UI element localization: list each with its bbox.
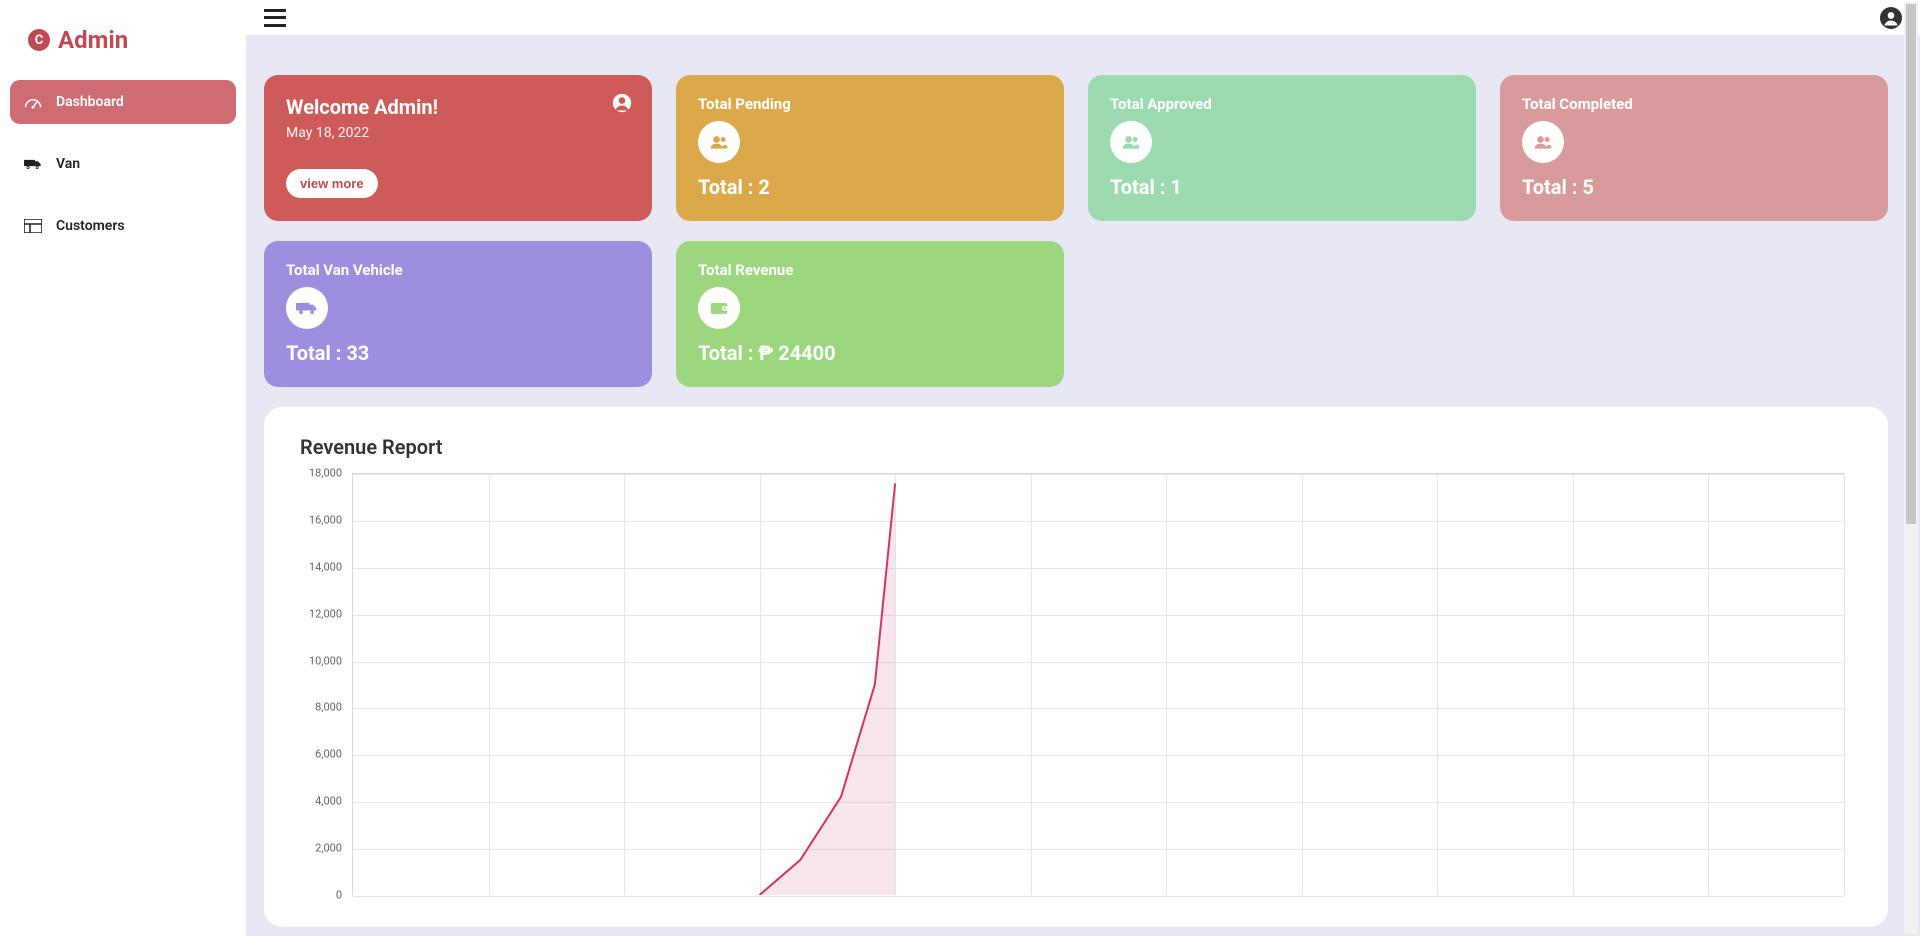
card-total: Total : 33 (286, 341, 630, 365)
chart-y-tick-label: 16,000 (309, 513, 342, 526)
chart-y-tick-label: 18,000 (309, 467, 342, 480)
stat-card-revenue: Total Revenue Total : ₱ 24400 (676, 241, 1064, 387)
sidebar: C Admin Dashboard Van Customers (0, 0, 246, 936)
dashboard-icon (24, 95, 42, 109)
chart-gridline-h (353, 896, 1844, 897)
sidebar-item-customers[interactable]: Customers (10, 204, 236, 248)
content-area: Welcome Admin! May 18, 2022 view more To… (246, 35, 1920, 936)
welcome-date: May 18, 2022 (286, 125, 630, 141)
chart-plot-area: 18,000 16,000 14,000 12,000 10,000 8,000 6,000… (300, 465, 1852, 895)
chart-y-tick-label: 6,000 (315, 748, 342, 761)
scrollbar-track[interactable] (1904, 2, 1918, 934)
card-total: Total : ₱ 24400 (698, 341, 1042, 365)
chart-title: Revenue Report (300, 435, 1852, 459)
stat-cards-row-1: Welcome Admin! May 18, 2022 view more To… (264, 75, 1888, 221)
scrollbar-thumb[interactable] (1906, 4, 1916, 524)
van-icon (286, 287, 328, 329)
wallet-icon (698, 287, 740, 329)
chart-y-tick-label: 0 (336, 889, 342, 902)
card-total: Total : 2 (698, 175, 1042, 199)
stat-card-van: Total Van Vehicle Total : 33 (264, 241, 652, 387)
sidebar-item-label: Dashboard (56, 94, 124, 110)
stat-cards-row-2: Total Van Vehicle Total : 33 Total Reven… (264, 241, 1888, 387)
view-more-button[interactable]: view more (286, 169, 378, 198)
sidebar-item-dashboard[interactable]: Dashboard (10, 80, 236, 124)
card-total: Total : 5 (1522, 175, 1866, 199)
chart-plot (352, 473, 1844, 895)
sidebar-item-label: Van (56, 156, 80, 172)
chart-y-axis-labels: 18,000 16,000 14,000 12,000 10,000 8,000 6,000… (300, 465, 348, 895)
stat-card-pending: Total Pending Total : 2 (676, 75, 1064, 221)
stat-card-completed: Total Completed Total : 5 (1500, 75, 1888, 221)
chart-line-svg (353, 474, 1844, 895)
chart-y-tick-label: 4,000 (315, 795, 342, 808)
welcome-card: Welcome Admin! May 18, 2022 view more (264, 75, 652, 221)
table-icon (24, 219, 42, 233)
sidebar-item-label: Customers (56, 218, 125, 234)
user-circle-icon (612, 93, 632, 117)
card-title: Total Van Vehicle (286, 261, 630, 279)
card-title: Total Pending (698, 95, 1042, 113)
brand-logo-icon: C (28, 29, 50, 51)
brand: C Admin (10, 16, 236, 72)
users-icon (698, 121, 740, 163)
van-icon (24, 157, 42, 171)
chart-y-tick-label: 8,000 (315, 701, 342, 714)
users-icon (1110, 121, 1152, 163)
card-total: Total : 1 (1110, 175, 1454, 199)
sidebar-item-van[interactable]: Van (10, 142, 236, 186)
user-avatar-icon[interactable] (1880, 7, 1902, 29)
stat-card-approved: Total Approved Total : 1 (1088, 75, 1476, 221)
card-title: Total Approved (1110, 95, 1454, 113)
chart-y-tick-label: 14,000 (309, 560, 342, 573)
card-title: Total Completed (1522, 95, 1866, 113)
card-title: Total Revenue (698, 261, 1042, 279)
welcome-title: Welcome Admin! (286, 95, 630, 119)
brand-name: Admin (58, 26, 128, 54)
chart-y-tick-label: 12,000 (309, 607, 342, 620)
revenue-chart-panel: Revenue Report 18,00016,00014,00012,0001… (264, 407, 1888, 927)
users-icon (1522, 121, 1564, 163)
topbar (246, 0, 1920, 35)
sidebar-nav: Dashboard Van Customers (10, 80, 236, 248)
chart-y-tick-label: 2,000 (315, 842, 342, 855)
hamburger-menu-icon[interactable] (264, 9, 286, 27)
chart-y-tick-label: 10,000 (309, 654, 342, 667)
chart-gridline-v (1844, 474, 1845, 895)
